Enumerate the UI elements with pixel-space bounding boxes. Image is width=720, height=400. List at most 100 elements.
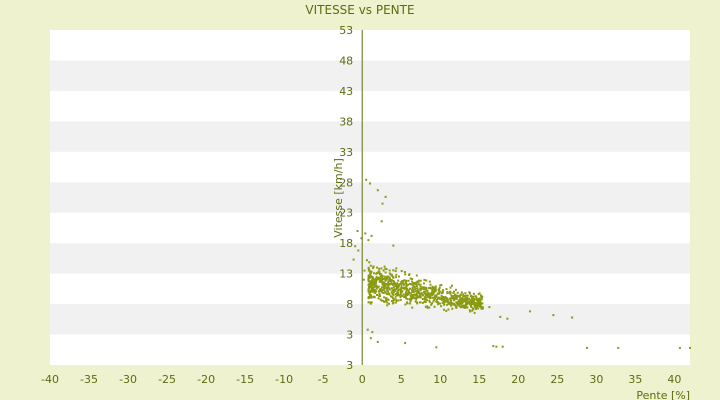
data-point: [392, 280, 395, 282]
data-point: [386, 288, 389, 291]
data-point: [405, 297, 408, 300]
data-point: [367, 290, 370, 293]
data-point: [413, 296, 416, 299]
x-tick-label: 10: [433, 373, 447, 386]
data-point: [474, 304, 476, 307]
data-point: [369, 270, 372, 273]
data-point: [464, 300, 467, 303]
data-point: [467, 302, 470, 305]
data-point: [453, 290, 455, 293]
data-point: [403, 295, 406, 298]
data-point: [372, 265, 375, 268]
data-point: [378, 267, 381, 270]
data-point: [369, 272, 372, 275]
data-point: [411, 306, 414, 309]
data-point: [426, 291, 429, 294]
data-point: [371, 331, 374, 334]
data-point: [376, 277, 379, 280]
data-point: [384, 195, 387, 198]
data-point: [402, 282, 405, 285]
data-point: [439, 297, 442, 300]
data-point: [391, 293, 394, 295]
data-point: [388, 302, 390, 305]
data-point: [374, 285, 377, 287]
data-point: [400, 286, 403, 289]
data-point: [370, 275, 373, 278]
data-point: [393, 290, 396, 293]
data-point: [389, 273, 392, 276]
data-point: [466, 298, 469, 301]
data-point: [449, 298, 452, 301]
data-point: [375, 275, 378, 278]
data-point: [458, 305, 461, 308]
data-point: [432, 300, 435, 303]
data-point: [402, 293, 405, 296]
data-point: [429, 294, 432, 297]
data-point: [412, 290, 415, 293]
data-point: [369, 294, 372, 297]
data-point: [459, 297, 462, 300]
data-point: [385, 297, 388, 300]
data-point: [397, 285, 400, 288]
data-point: [389, 279, 392, 282]
data-point: [391, 296, 394, 299]
data-point: [387, 275, 390, 278]
data-point: [389, 288, 391, 291]
data-point: [447, 302, 450, 305]
data-point: [388, 293, 391, 296]
data-point: [371, 283, 374, 286]
data-point: [459, 293, 462, 296]
data-point: [438, 292, 441, 295]
data-point: [438, 287, 441, 289]
data-point: [448, 303, 451, 306]
data-point: [481, 306, 484, 309]
data-point: [394, 293, 397, 296]
data-point: [424, 298, 427, 300]
data-point: [371, 281, 374, 284]
data-point: [571, 316, 574, 319]
data-point: [409, 302, 412, 305]
data-point: [372, 282, 375, 285]
data-point: [475, 303, 478, 306]
data-point: [425, 286, 428, 289]
data-point: [414, 294, 417, 297]
data-point: [406, 292, 409, 295]
data-point: [471, 298, 474, 301]
data-point: [456, 301, 459, 304]
data-point: [413, 288, 416, 291]
data-point: [463, 295, 466, 298]
data-point: [399, 291, 402, 294]
data-point: [440, 305, 443, 308]
data-point: [465, 303, 468, 306]
data-point: [480, 295, 483, 298]
data-point: [383, 296, 386, 299]
data-point: [689, 346, 691, 349]
data-point: [459, 306, 462, 309]
data-point: [465, 294, 467, 297]
data-point: [387, 280, 390, 283]
data-point: [469, 303, 471, 306]
data-point: [418, 294, 421, 297]
data-point: [409, 295, 412, 298]
data-point: [375, 280, 378, 283]
data-point: [423, 288, 425, 291]
x-tick-label: 20: [511, 373, 525, 386]
data-point: [403, 288, 406, 291]
x-axis-label: Pente [%]: [636, 389, 690, 400]
data-point: [452, 295, 455, 298]
data-point: [362, 278, 365, 281]
data-point: [418, 295, 421, 298]
data-point: [423, 278, 426, 281]
data-point: [421, 298, 424, 300]
data-point: [375, 287, 378, 290]
data-point: [430, 292, 433, 294]
data-point: [400, 284, 403, 287]
data-point: [368, 261, 371, 264]
data-point: [461, 304, 463, 307]
data-point: [422, 282, 425, 285]
data-point: [394, 295, 397, 298]
y-tick-label: 18: [339, 237, 353, 250]
data-point: [442, 308, 445, 311]
data-point: [446, 292, 449, 295]
